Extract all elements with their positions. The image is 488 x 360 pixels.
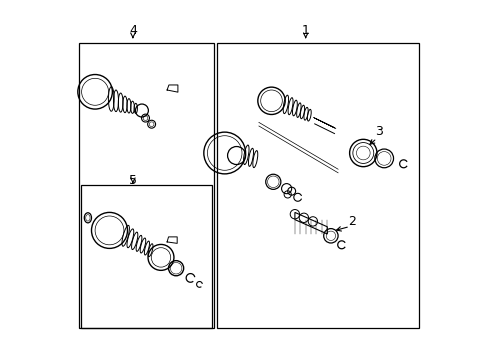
Text: 5: 5 [129,174,137,186]
Text: 3: 3 [375,125,383,138]
Text: 2: 2 [348,215,356,228]
Text: 4: 4 [129,24,137,37]
Text: 1: 1 [301,24,309,37]
